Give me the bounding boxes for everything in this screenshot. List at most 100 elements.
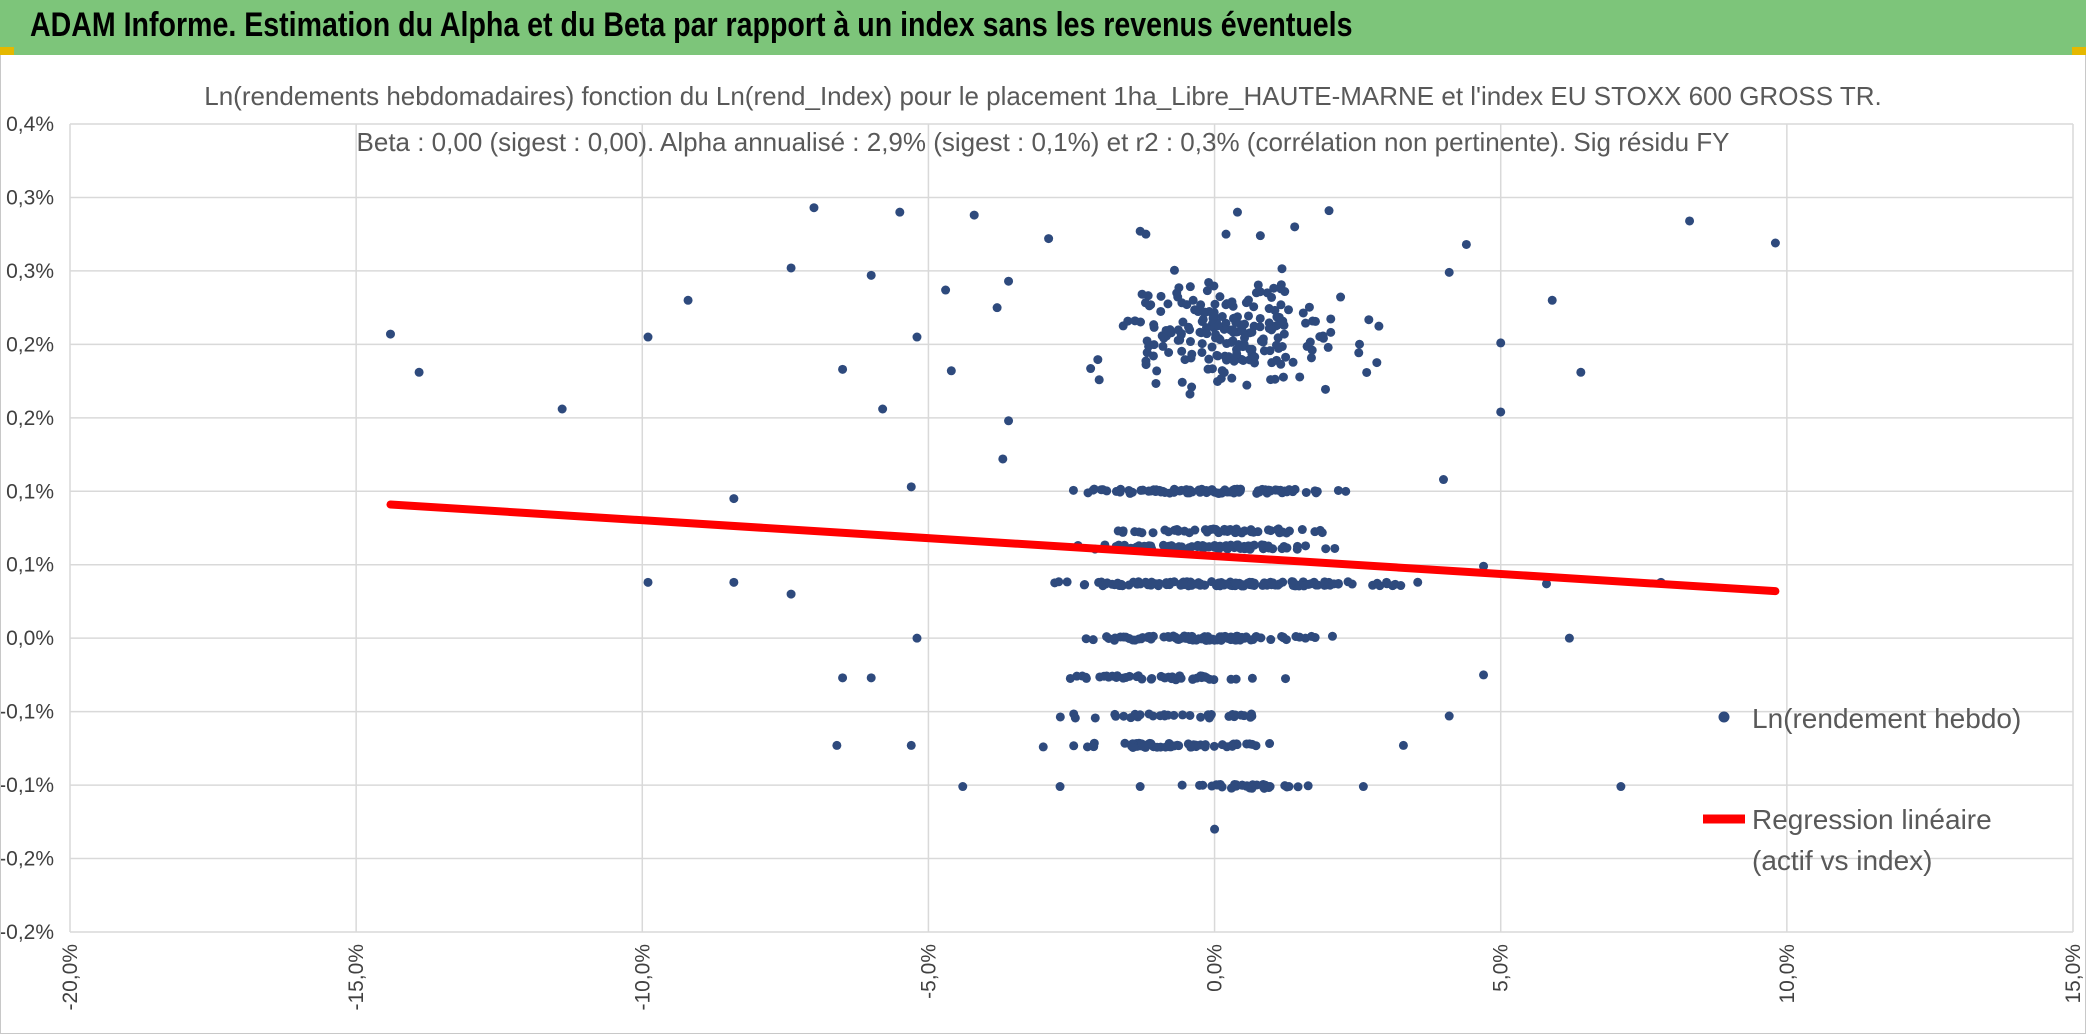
data-point xyxy=(1284,526,1294,536)
data-point xyxy=(557,404,567,414)
data-point xyxy=(1292,544,1302,554)
y-tick-label: 0,2% xyxy=(6,333,54,356)
data-point xyxy=(878,404,888,414)
y-tick-label: 0,1% xyxy=(6,480,54,503)
data-point xyxy=(1136,485,1146,495)
data-point xyxy=(1266,635,1276,645)
data-point xyxy=(1167,672,1177,682)
data-point xyxy=(1004,276,1014,286)
data-point xyxy=(1281,352,1291,362)
data-point xyxy=(1088,635,1098,645)
data-point xyxy=(1320,384,1330,394)
data-point xyxy=(1222,299,1232,309)
scatter-chart: Ln(rendements hebdomadaires) fonction du… xyxy=(1,81,2085,1011)
data-point xyxy=(1177,780,1187,790)
data-point xyxy=(1576,367,1586,377)
y-tick-label: 0,4% xyxy=(6,113,54,136)
data-point xyxy=(1298,308,1308,318)
data-point xyxy=(1255,287,1265,297)
data-point xyxy=(1213,376,1223,386)
legend-label-regression-line1: Regression linéaire xyxy=(1752,804,1992,835)
data-point xyxy=(1222,487,1232,497)
data-point xyxy=(1496,407,1506,417)
data-point xyxy=(1271,340,1281,350)
data-point xyxy=(1479,561,1489,571)
data-point xyxy=(1194,578,1204,588)
data-point xyxy=(1223,525,1233,535)
x-tick-label: -15,0% xyxy=(345,944,368,1011)
data-point xyxy=(1265,739,1275,749)
data-point xyxy=(729,577,739,587)
data-point xyxy=(1269,283,1279,293)
data-point xyxy=(1274,524,1284,534)
data-point xyxy=(1149,322,1159,332)
data-point xyxy=(1127,487,1137,497)
data-point xyxy=(1232,345,1242,355)
y-tick-label: -0,2% xyxy=(1,921,54,944)
data-point xyxy=(1770,238,1780,248)
data-point xyxy=(1270,305,1280,315)
data-point xyxy=(1197,634,1207,644)
legend-label-regression-line2: (actif vs index) xyxy=(1752,845,1933,876)
data-point xyxy=(1255,231,1265,241)
data-point xyxy=(1306,579,1316,589)
data-point xyxy=(1200,742,1210,752)
data-point xyxy=(1221,229,1231,239)
data-point xyxy=(1120,738,1130,748)
data-point xyxy=(1254,487,1264,497)
data-point xyxy=(1255,322,1265,332)
data-point xyxy=(1250,358,1260,368)
data-point xyxy=(1179,580,1189,590)
report-banner: ADAM Informe. Estimation du Alpha et du … xyxy=(0,0,2086,55)
data-point xyxy=(1130,527,1140,537)
data-point xyxy=(1245,344,1255,354)
regression-line xyxy=(386,500,1780,596)
data-point xyxy=(809,203,819,213)
data-point xyxy=(1177,377,1187,387)
data-point xyxy=(1247,327,1257,337)
data-point xyxy=(1226,337,1236,347)
data-point xyxy=(1159,632,1169,642)
data-point xyxy=(786,589,796,599)
data-point xyxy=(912,633,922,643)
data-point xyxy=(1284,782,1294,792)
data-point xyxy=(1141,356,1151,366)
data-point xyxy=(1098,581,1108,591)
data-point xyxy=(1069,741,1079,751)
data-point xyxy=(1143,632,1153,642)
data-point xyxy=(1173,526,1183,536)
data-point xyxy=(1173,634,1183,644)
y-tick-label: 0,3% xyxy=(6,260,54,283)
data-point xyxy=(1234,487,1244,497)
data-point xyxy=(1209,635,1219,645)
data-point xyxy=(1238,355,1248,365)
data-point xyxy=(1110,580,1120,590)
data-point xyxy=(1227,741,1237,751)
data-point xyxy=(1229,356,1239,366)
data-point xyxy=(1093,355,1103,365)
data-point xyxy=(1086,364,1096,374)
data-point xyxy=(1137,289,1147,299)
data-point xyxy=(1123,316,1133,326)
data-point xyxy=(992,303,1002,313)
data-point xyxy=(1240,333,1250,343)
data-point xyxy=(1081,673,1091,683)
data-point xyxy=(1202,329,1212,339)
data-point xyxy=(1541,579,1551,589)
data-point xyxy=(1154,578,1164,588)
data-point xyxy=(1102,632,1112,642)
data-point xyxy=(1098,485,1108,495)
data-point xyxy=(1228,327,1238,337)
data-point xyxy=(946,366,956,376)
data-point xyxy=(1297,525,1307,535)
data-point xyxy=(1413,577,1423,587)
y-tick-label: 0,2% xyxy=(6,407,54,430)
data-point xyxy=(1175,486,1185,496)
banner-corner-marker xyxy=(0,47,14,55)
data-point xyxy=(1293,782,1303,792)
data-point xyxy=(1160,673,1170,683)
data-point xyxy=(1374,321,1384,331)
data-point xyxy=(1223,544,1233,554)
data-point xyxy=(1188,295,1198,305)
data-point xyxy=(1207,342,1217,352)
